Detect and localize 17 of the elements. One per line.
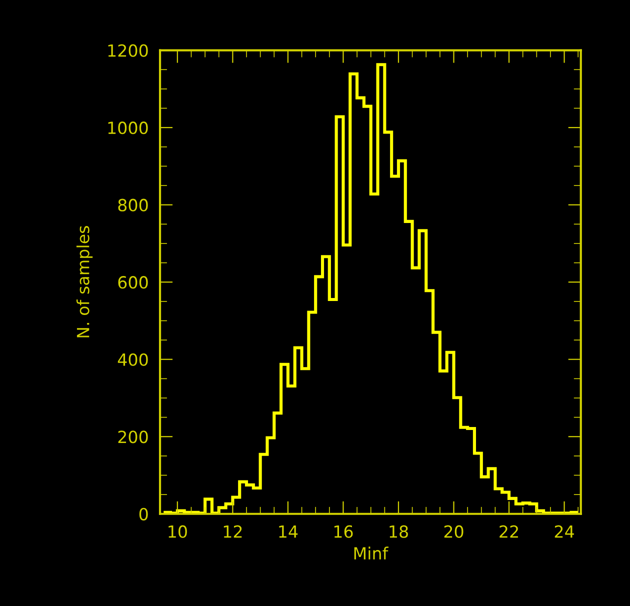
y-tick-label: 1000 — [108, 122, 148, 134]
x-tick-label: 10 — [168, 525, 187, 538]
y-tick-label: 1200 — [108, 44, 148, 57]
x-tick-label: 20 — [444, 525, 464, 538]
x-tick-label: 12 — [224, 525, 242, 538]
x-tick-label: 24 — [554, 525, 574, 538]
y-tick-label: 200 — [118, 430, 148, 444]
y-tick-label: 0 — [139, 508, 148, 520]
y-tick-label: 400 — [118, 353, 148, 366]
x-tick-label: 22 — [500, 525, 518, 538]
x-tick-label: 18 — [390, 525, 408, 538]
x-tick-label: 16 — [334, 525, 353, 538]
y-tick-label: 800 — [118, 198, 148, 212]
x-axis-title: Minf — [354, 546, 388, 560]
x-tick-label: 14 — [279, 526, 298, 538]
y-axis-title: N. of samples — [76, 226, 93, 338]
y-tick-label: 600 — [118, 276, 148, 289]
